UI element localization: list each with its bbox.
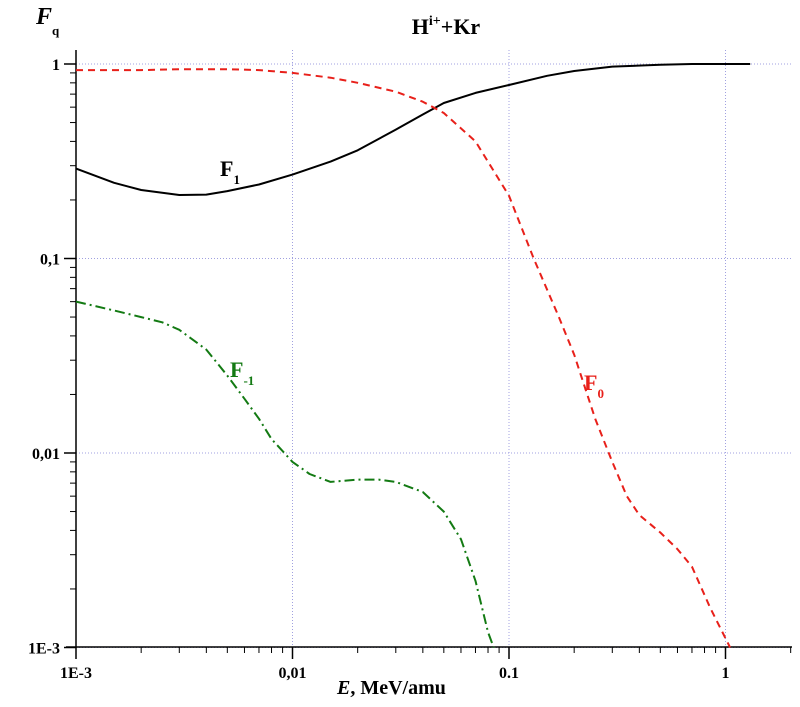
x-tick-labels: 1E-3 0,01 0.1 1 bbox=[60, 665, 730, 682]
x-tick-label: 0.1 bbox=[499, 665, 519, 682]
series-label-f1: F1 bbox=[220, 156, 240, 187]
y-tick-label: 1E-3 bbox=[28, 641, 60, 658]
x-tick-label: 1E-3 bbox=[60, 665, 92, 682]
series-lines bbox=[75, 63, 751, 648]
axes bbox=[64, 50, 792, 659]
y-tick-label: 0,1 bbox=[40, 252, 60, 269]
x-tick-label: 0,01 bbox=[279, 665, 307, 682]
y-tick-label: 1 bbox=[52, 57, 60, 74]
series-line-f0 bbox=[76, 68, 731, 648]
y-tick-label: 0,01 bbox=[32, 446, 60, 463]
series-label-f0: F0 bbox=[584, 370, 604, 401]
series-line-f1 bbox=[75, 63, 751, 196]
x-axis-title: E, MeV/amu bbox=[336, 677, 446, 699]
y-axis-title: Fq bbox=[35, 4, 60, 38]
chart-title: Hi++Kr bbox=[412, 14, 481, 39]
y-tick-labels: 1 0,1 0,01 1E-3 bbox=[28, 57, 60, 658]
x-tick-label: 1 bbox=[722, 665, 730, 682]
series-line-f-1 bbox=[75, 300, 495, 648]
series-label-f-1: F-1 bbox=[230, 357, 254, 388]
